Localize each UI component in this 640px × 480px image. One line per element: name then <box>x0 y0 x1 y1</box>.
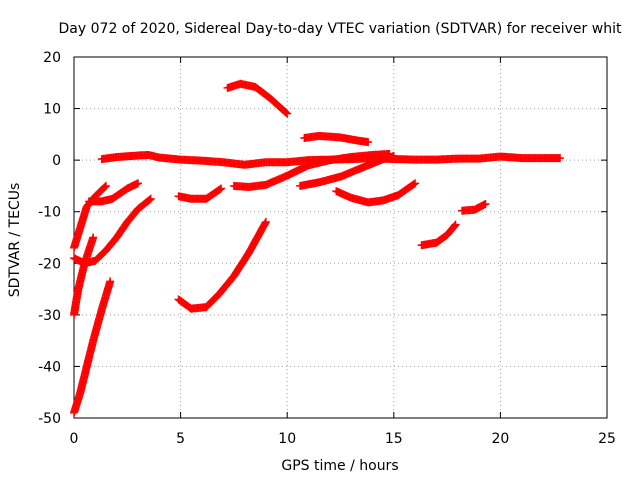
y-tick-label: 10 <box>43 102 61 118</box>
grid-lines <box>74 57 607 418</box>
data-point-marker <box>389 152 398 160</box>
data-point-marker <box>101 182 110 191</box>
data-point-marker <box>134 179 142 188</box>
series-track <box>300 131 373 147</box>
series-track <box>70 277 115 417</box>
x-axis-label: GPS time / hours <box>281 458 398 474</box>
x-tick-label: 20 <box>491 431 509 447</box>
data-point-marker <box>282 108 291 117</box>
data-point-marker <box>89 233 98 242</box>
series-track <box>458 200 490 215</box>
x-tick-label: 25 <box>598 431 616 447</box>
y-tick-label: -50 <box>38 411 61 427</box>
data-point-marker <box>410 180 419 189</box>
data-point-marker <box>451 220 460 229</box>
y-tick-label: -40 <box>38 359 61 375</box>
data-point-marker <box>411 179 420 188</box>
data-point-marker <box>556 154 565 163</box>
data-point-marker <box>145 195 154 204</box>
series-track <box>84 179 142 206</box>
series-track <box>229 150 394 191</box>
series-track <box>174 184 226 203</box>
x-tick-label: 15 <box>385 431 403 447</box>
x-tick-label: 10 <box>278 431 296 447</box>
y-tick-label: -30 <box>38 308 61 324</box>
data-point-marker <box>261 218 270 226</box>
y-tick-label: 20 <box>43 50 61 66</box>
data-point-marker <box>146 194 155 203</box>
data-point-marker <box>364 138 373 147</box>
axis-ticks: 0 5 10 15 20 25 -50 -40 -30 -20 -10 0 10 20 <box>38 50 616 447</box>
x-tick-label: 5 <box>176 431 185 447</box>
y-tick-label: -20 <box>38 256 61 272</box>
data-point-marker <box>102 181 110 190</box>
series-track <box>70 233 98 319</box>
y-tick-label: 0 <box>52 153 61 169</box>
series-track <box>417 220 460 250</box>
data-point-marker <box>481 200 490 208</box>
plot-frame <box>73 56 608 419</box>
data-point-marker <box>450 222 459 231</box>
data-point-marker <box>281 108 290 116</box>
y-axis-label: SDTVAR / TECUs <box>7 183 23 298</box>
data-point-marker <box>283 109 292 118</box>
series-track <box>296 152 398 190</box>
chart-title: Day 072 of 2020, Sidereal Day-to-day VTE… <box>59 21 622 37</box>
series-track <box>174 218 270 313</box>
data-marks <box>70 79 565 417</box>
data-point-marker <box>217 184 226 193</box>
y-tick-label: -10 <box>38 205 61 221</box>
series-track <box>223 79 292 118</box>
series-track <box>332 179 420 207</box>
data-point-marker <box>100 183 109 192</box>
data-point-marker <box>106 277 115 286</box>
x-tick-label: 0 <box>70 431 79 447</box>
